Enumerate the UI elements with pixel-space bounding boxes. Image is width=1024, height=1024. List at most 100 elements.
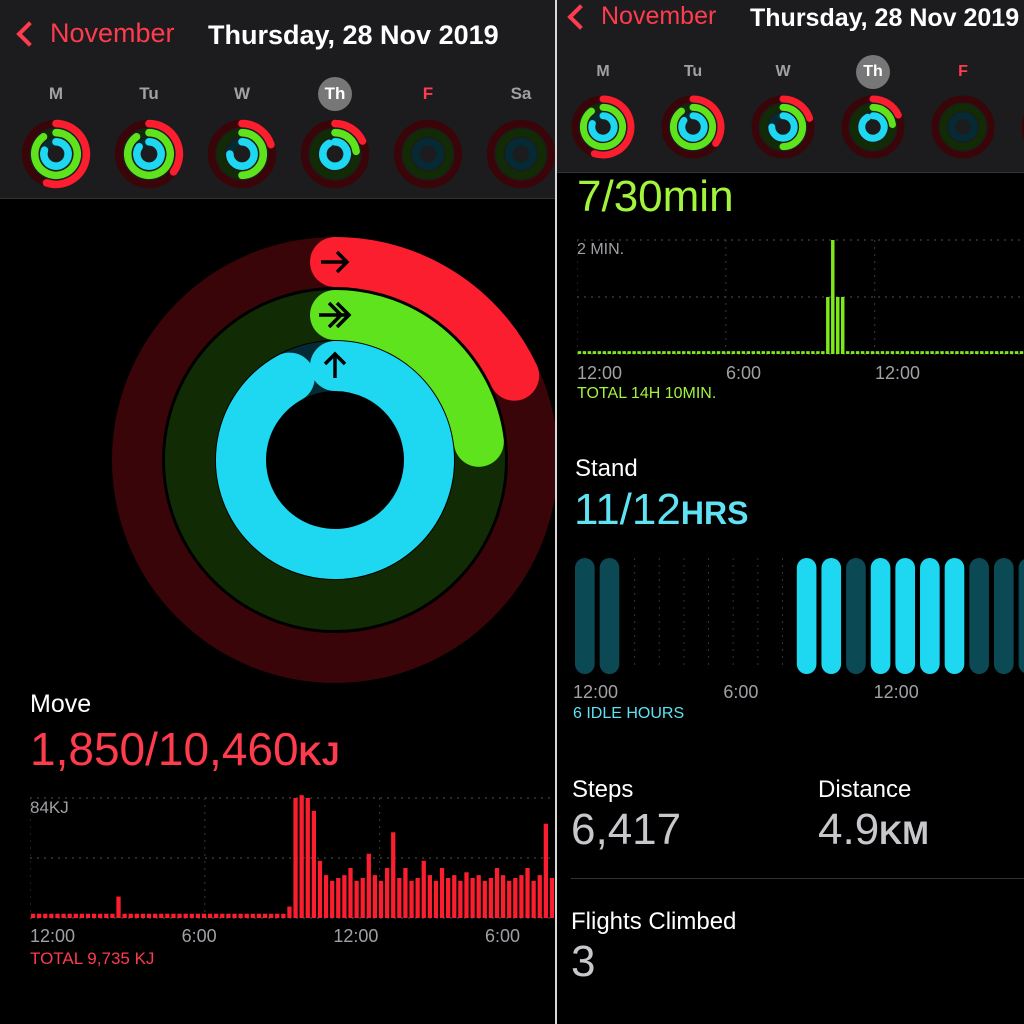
back-button[interactable]: November (16, 18, 175, 49)
day-rings-th[interactable] (297, 116, 373, 192)
day-rings-m[interactable] (18, 116, 94, 192)
chart-bar (342, 875, 347, 918)
day-stand-ring-bg (948, 112, 978, 142)
chart-bar (880, 351, 885, 354)
chart-bar (177, 913, 182, 918)
chart-bar (672, 351, 676, 354)
day-label-w[interactable]: W (233, 84, 251, 103)
day-move-ring (590, 95, 635, 159)
day-exercise-ring (331, 128, 360, 156)
chart-bar (597, 351, 602, 354)
chart-bar (920, 351, 924, 354)
chart-bar (49, 913, 54, 918)
day-label-th[interactable]: Th (318, 77, 352, 111)
day-label-f[interactable]: F (958, 63, 968, 80)
chart-bar (622, 351, 626, 354)
day-rings-w[interactable] (748, 92, 818, 162)
exercise-total: TOTAL 14H 10MIN. (577, 385, 717, 402)
chart-bar (647, 351, 651, 354)
day-rings-m[interactable] (568, 92, 638, 162)
chart-bar (122, 913, 127, 918)
chart-bar (37, 913, 42, 918)
day-label-m[interactable]: M (596, 63, 610, 80)
x-tick-label: 6:00 (181, 926, 217, 946)
day-rings-sa[interactable] (1018, 92, 1024, 162)
day-move-ring-bg (931, 95, 995, 159)
chart-bar (657, 351, 661, 354)
day-label-w[interactable]: W (775, 63, 791, 80)
day-exercise-ring-bg (495, 128, 547, 180)
day-label-tu[interactable]: Tu (683, 63, 703, 80)
day-rings-tu[interactable] (658, 92, 728, 162)
chart-bar (110, 913, 115, 918)
chart-bar (736, 351, 741, 354)
chart-bar (731, 351, 736, 354)
chart-bar (662, 351, 666, 354)
exercise-chart (577, 239, 1024, 355)
chart-bar (543, 823, 548, 918)
chart-bar (890, 351, 895, 354)
stand-hour-bar (969, 558, 989, 674)
chart-bar (632, 351, 636, 354)
day-rings-f[interactable] (390, 116, 466, 192)
header-date: Thursday, 28 Nov 2019 (750, 4, 1020, 32)
chart-bar (146, 913, 152, 918)
chart-bar (776, 351, 780, 354)
distance-label: Distance (818, 776, 912, 803)
chart-bar (116, 896, 121, 918)
stand-hour-bar (870, 558, 891, 674)
day-move-ring (42, 119, 91, 189)
move-arrow-icon (321, 250, 350, 274)
chart-bar (439, 868, 445, 918)
stand-hour-bar (821, 558, 842, 674)
day-label-th[interactable]: Th (856, 55, 890, 89)
chart-bar (994, 351, 999, 354)
day-rings-th[interactable] (838, 92, 908, 162)
chart-bar (865, 351, 870, 354)
day-label-tu[interactable]: Tu (139, 84, 159, 103)
chart-bar (287, 906, 292, 918)
chart-bar (299, 795, 304, 918)
day-rings-f[interactable] (928, 92, 998, 162)
chart-bar (746, 351, 751, 354)
chart-bar (30, 913, 36, 918)
chart-bar (226, 913, 231, 918)
chart-bar (965, 351, 969, 354)
chart-bar (232, 913, 237, 918)
chart-bar (500, 875, 506, 918)
chart-bar (128, 913, 133, 918)
day-rings-w[interactable] (204, 116, 280, 192)
stand-hour-bar (1018, 559, 1024, 673)
chart-bar (61, 913, 66, 918)
back-button-right[interactable]: November (567, 2, 716, 31)
stand-ring (216, 341, 454, 579)
day-move-ring-bg (486, 119, 555, 189)
chart-bar (507, 880, 512, 918)
chart-bar (766, 351, 770, 354)
chart-bar (975, 351, 979, 354)
chart-bar (244, 913, 249, 918)
chart-bar (464, 872, 469, 918)
chart-bar (587, 351, 592, 354)
chart-bar (786, 351, 790, 354)
chart-bar (513, 878, 518, 918)
day-rings-tu[interactable] (111, 116, 187, 192)
chart-bar (910, 351, 914, 354)
day-rings-sa[interactable] (483, 116, 555, 192)
chart-bar (761, 351, 765, 354)
chart-bar (268, 913, 274, 918)
chart-bar (617, 351, 621, 354)
move-value-number: 1,850/10,460 (30, 723, 299, 775)
chart-bar (607, 351, 612, 354)
chart-bar (930, 351, 934, 354)
day-label-sa[interactable]: Sa (510, 84, 532, 103)
day-stand-ring-bg (505, 138, 537, 170)
stand-hour-bar (599, 558, 620, 674)
day-label-m[interactable]: M (48, 84, 64, 103)
day-label-f[interactable]: F (422, 84, 434, 103)
day-move-ring (331, 119, 367, 145)
day-move-ring (238, 119, 275, 149)
distance-unit: KM (879, 815, 929, 851)
chart-bar (691, 351, 696, 354)
